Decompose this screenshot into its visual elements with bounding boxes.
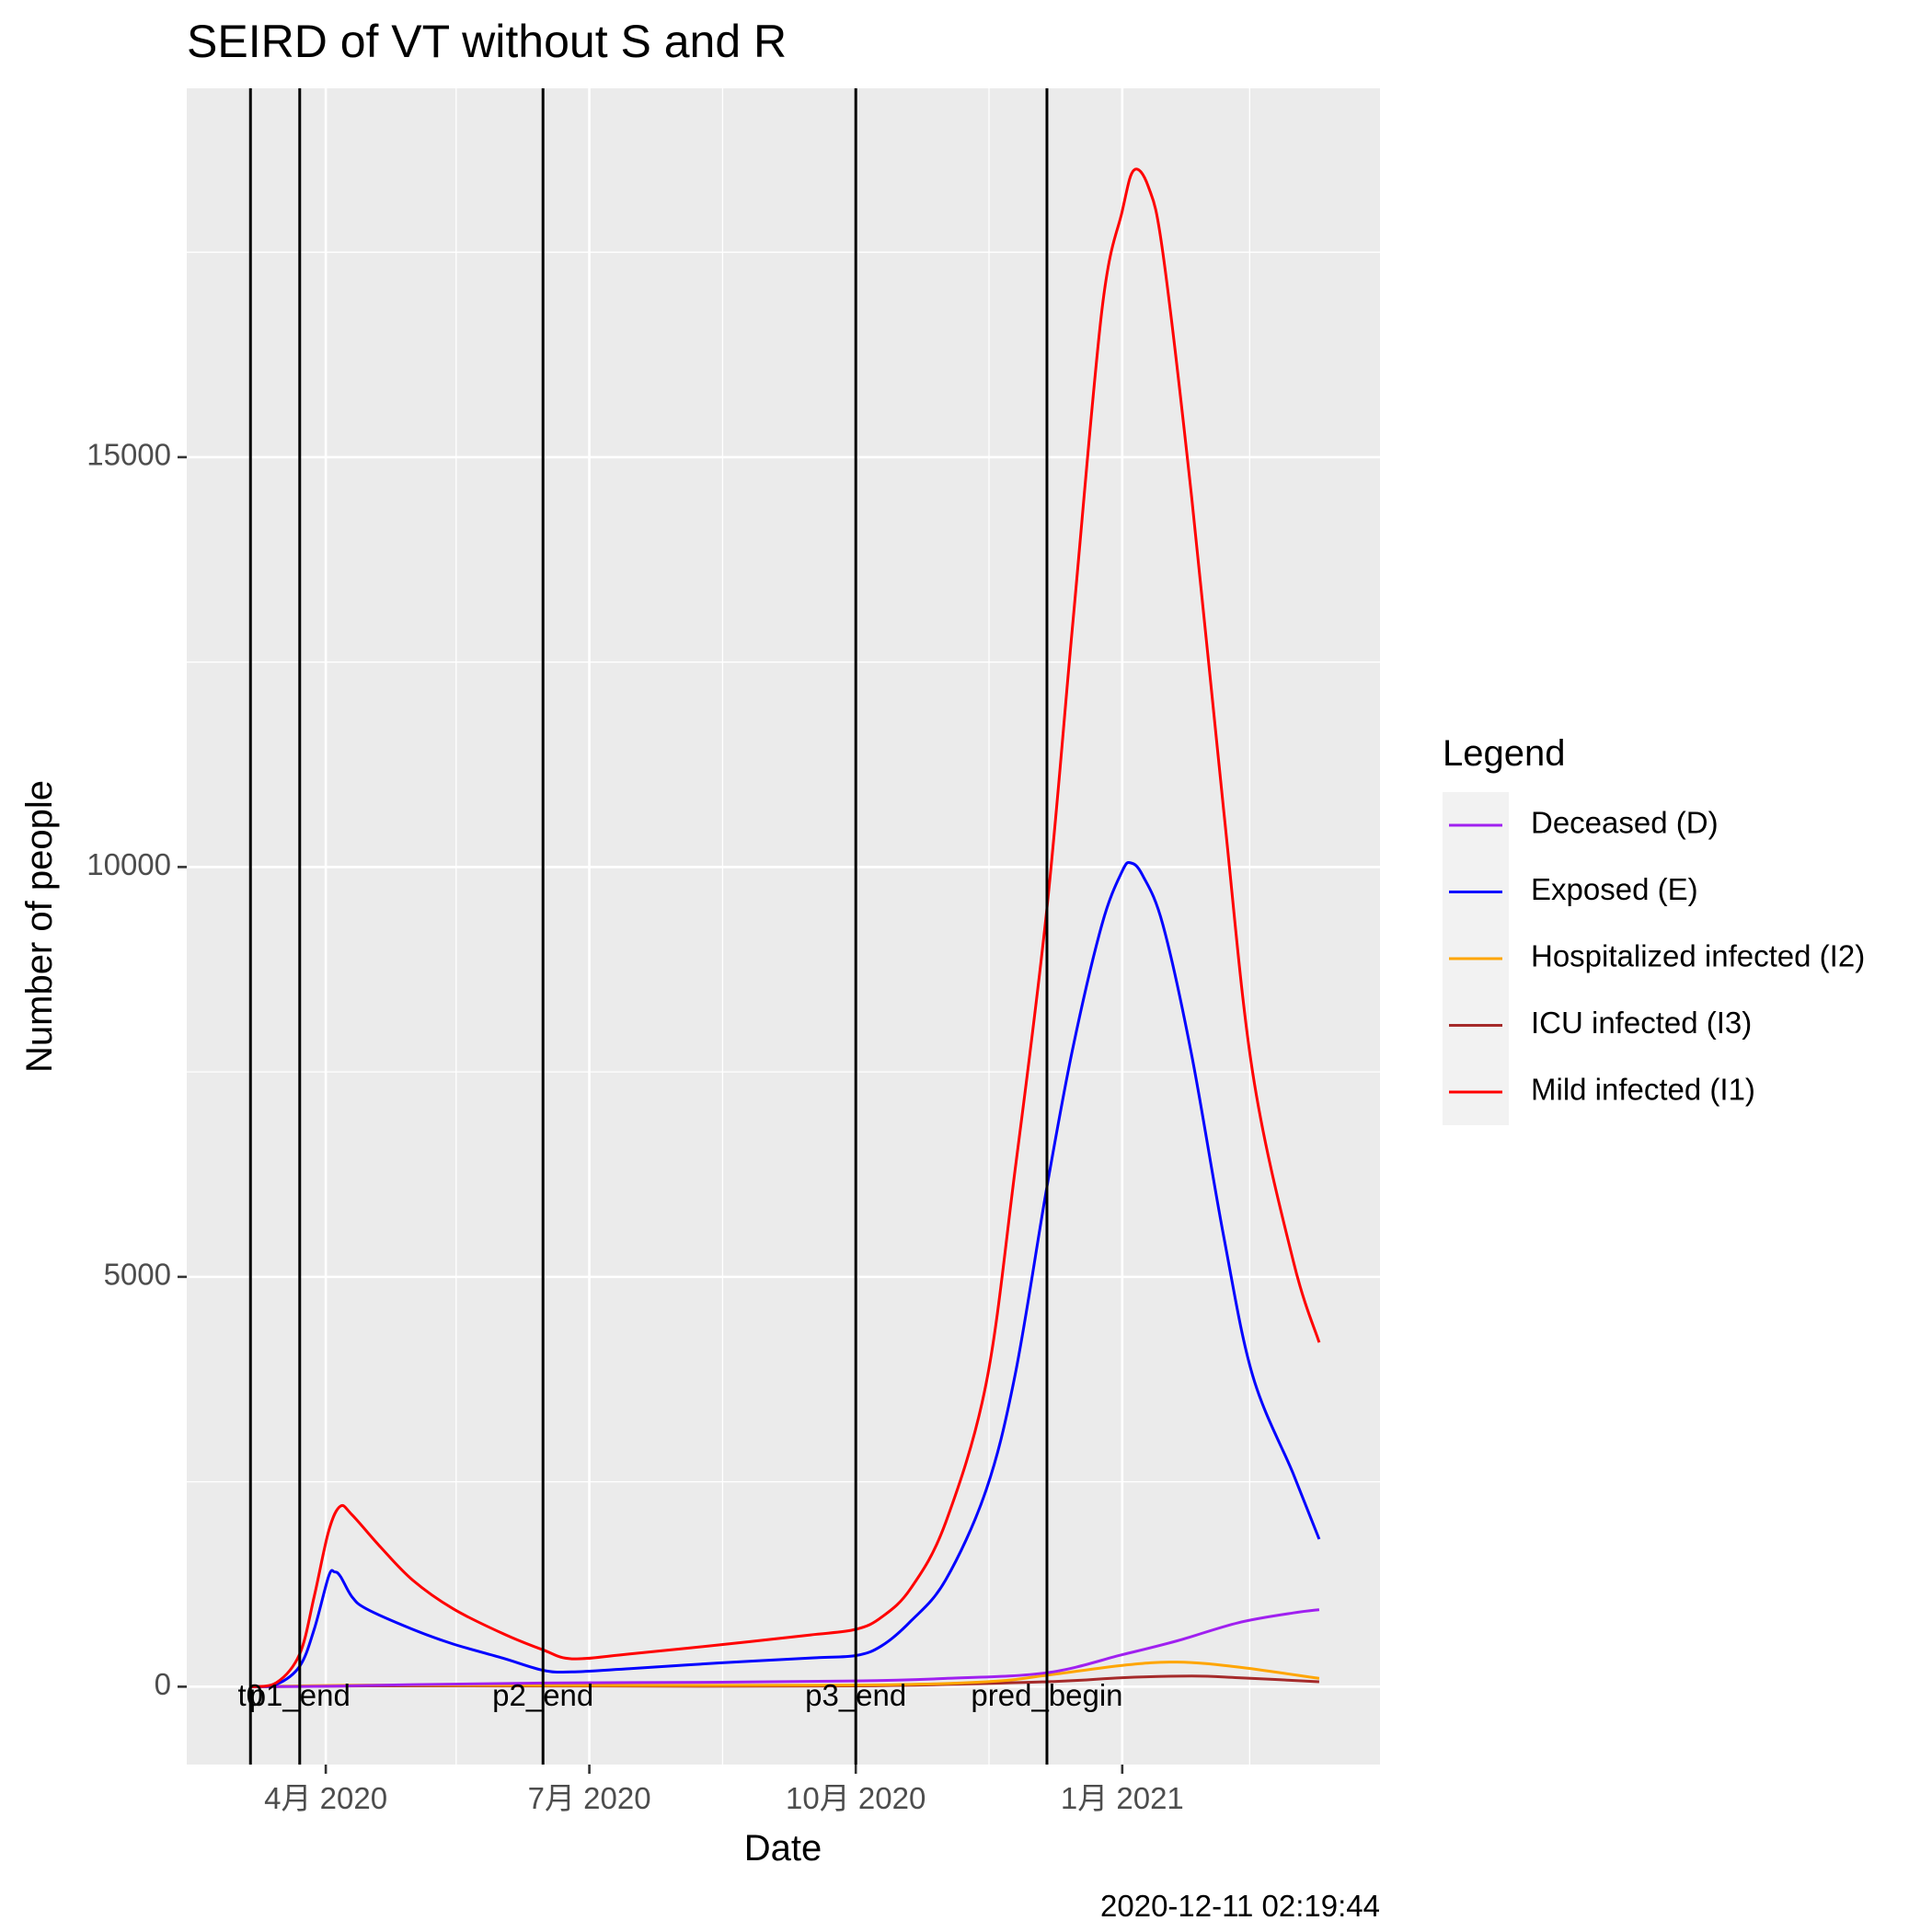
x-tick-label: 10月 2020 (786, 1781, 926, 1815)
vline-label: t0 (237, 1678, 263, 1712)
x-axis: 4月 2020 7月 2020 10月 2020 1月 2021 (264, 1765, 1184, 1815)
chart-title: SEIRD of VT without S and R (187, 16, 787, 67)
legend-item-label: Hospitalized infected (I2) (1531, 939, 1865, 973)
legend-item-label: Exposed (E) (1531, 872, 1698, 906)
series-line-exposed-e (250, 860, 1321, 1688)
y-tick-label: 5000 (104, 1258, 171, 1292)
series-line-deceased-d (250, 1608, 1320, 1688)
y-axis: 0 5000 10000 15000 (86, 438, 187, 1701)
legend-title: Legend (1443, 733, 1565, 774)
x-tick-label: 1月 2021 (1061, 1781, 1184, 1815)
y-tick-label: 0 (155, 1667, 171, 1701)
x-axis-label: Date (744, 1828, 822, 1869)
minor-grid (187, 88, 1380, 1765)
legend-item-label: ICU infected (I3) (1531, 1006, 1752, 1040)
y-axis-label: Number of people (19, 780, 60, 1073)
vline-label: pred_begin (971, 1678, 1122, 1712)
vline-label: p3_end (805, 1678, 906, 1712)
vline-label: p2_end (492, 1678, 593, 1712)
series-layer (250, 167, 1321, 1688)
x-tick-label: 4月 2020 (264, 1781, 387, 1815)
legend-item-label: Deceased (D) (1531, 806, 1719, 840)
caption: 2020-12-11 02:19:44 (1100, 1889, 1380, 1923)
legend-item-label: Mild infected (I1) (1531, 1073, 1755, 1107)
x-tick-label: 7月 2020 (528, 1781, 651, 1815)
series-line-mild-infected-i1 (250, 167, 1321, 1688)
y-tick-label: 10000 (86, 847, 171, 881)
vline-label: p1_end (249, 1678, 351, 1712)
legend: Legend Deceased (D) Exposed (E) Hospitaliz… (1443, 733, 1865, 1125)
y-tick-label: 15000 (86, 438, 171, 472)
plot-panel (187, 88, 1380, 1765)
